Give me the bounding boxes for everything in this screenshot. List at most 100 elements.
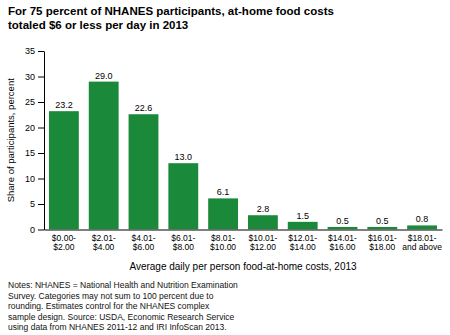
- y-tick-label: 30: [25, 72, 35, 82]
- bar: [168, 163, 198, 229]
- y-tick-label: 20: [25, 123, 35, 133]
- x-tick-label-line: $10.00: [210, 242, 236, 252]
- x-tick: $6.01-$8.00: [171, 230, 195, 253]
- x-tick: $12.01-$14.00: [288, 230, 317, 253]
- x-tick-label-line: $14.00: [290, 242, 316, 252]
- x-tick: $10.01-$12.00: [248, 230, 277, 253]
- data-label: 13.0: [175, 152, 193, 162]
- data-label: 1.5: [296, 211, 309, 221]
- data-label: 6.1: [217, 187, 230, 197]
- y-tick-mark: [38, 77, 44, 78]
- chart: For 75 percent of NHANES participants, a…: [0, 0, 450, 335]
- bar: [367, 227, 397, 230]
- x-tick: $14.01-$16.00: [328, 230, 357, 253]
- x-tick: $0.00-$2.00: [52, 230, 76, 253]
- x-tick-label-line: and above: [402, 242, 442, 252]
- y-tick-label: 35: [25, 46, 35, 56]
- y-tick: 35: [25, 46, 44, 56]
- x-axis-title: Average daily per person food-at-home co…: [129, 261, 357, 272]
- y-tick-label: 5: [30, 199, 35, 209]
- y-tick: 30: [25, 72, 44, 82]
- bar: [208, 198, 238, 229]
- x-tick-label-line: $16.00: [330, 242, 356, 252]
- x-tick-label-line: $4.00: [93, 242, 115, 252]
- x-tick: $8.01-$10.00: [210, 230, 236, 253]
- x-tick: $2.01-$4.00: [92, 230, 116, 253]
- x-tick-label-line: $12.00: [250, 242, 276, 252]
- notes-line: Survey. Categories may not sum to 100 pe…: [8, 291, 214, 301]
- y-tick: 5: [30, 199, 44, 209]
- x-tick-label: $0.00-$2.00: [52, 233, 76, 253]
- title-line: totaled $6 or less per day in 2013: [8, 19, 188, 31]
- x-tick: $18.01-and above: [402, 230, 442, 253]
- x-tick-label-line: $10.01-: [248, 233, 277, 243]
- notes-line: Notes: NHANES = National Health and Nutr…: [8, 280, 238, 290]
- y-tick-mark: [38, 51, 44, 52]
- notes-line: rounding. Estimates control for the NHAN…: [8, 301, 210, 311]
- y-tick-mark: [38, 102, 44, 103]
- x-axis-line: [45, 230, 443, 231]
- x-tick-label: $16.01-$18.00: [368, 233, 397, 253]
- bar: [407, 225, 437, 229]
- title-line: For 75 percent of NHANES participants, a…: [8, 5, 334, 17]
- x-tick-label-line: $18.01-: [408, 233, 437, 243]
- x-tick-label-line: $0.00-: [52, 233, 76, 243]
- y-axis-title: Share of participants, percent: [5, 78, 16, 202]
- bar: [129, 114, 159, 229]
- x-tick: $16.01-$18.00: [368, 230, 397, 253]
- y-tick-mark: [38, 179, 44, 180]
- notes: Notes: NHANES = National Health and Nutr…: [8, 280, 238, 332]
- y-tick-label: 25: [25, 97, 35, 107]
- data-label: 29.0: [95, 71, 113, 81]
- x-tick-label-line: $18.00: [369, 242, 395, 252]
- x-tick-label-line: $6.01-: [171, 233, 195, 243]
- x-tick-label-line: $8.01-: [211, 233, 235, 243]
- bar: [248, 215, 278, 229]
- x-tick: $4.01-$6.00: [131, 230, 155, 253]
- x-tick-label: $6.01-$8.00: [171, 233, 195, 253]
- x-tick-label: $10.01-$12.00: [248, 233, 277, 253]
- bar: [328, 227, 358, 230]
- x-tick-label: $2.01-$4.00: [92, 233, 116, 253]
- bar: [89, 82, 119, 230]
- y-tick-label: 10: [25, 174, 35, 184]
- title-group: For 75 percent of NHANES participants, a…: [8, 5, 334, 31]
- x-tick-label: $8.01-$10.00: [210, 233, 236, 253]
- x-tick-label: $12.01-$14.00: [288, 233, 317, 253]
- x-tick-label: $14.01-$16.00: [328, 233, 357, 253]
- y-tick-label: 15: [25, 148, 35, 158]
- data-label: 0.8: [416, 214, 429, 224]
- title: For 75 percent of NHANES participants, a…: [8, 5, 334, 31]
- data-label: 23.2: [55, 100, 73, 110]
- bar: [49, 111, 79, 229]
- notes-line: using data from NHANES 2011-12 and IRI I…: [8, 322, 227, 332]
- data-label: 0.5: [376, 216, 389, 226]
- x-tick-label: $18.01-and above: [402, 233, 442, 253]
- notes-group: Notes: NHANES = National Health and Nutr…: [8, 280, 238, 332]
- bar: [288, 222, 318, 230]
- x-tick-label-line: $8.00: [173, 242, 195, 252]
- data-labels: 23.2 29.0 22.6 13.0 6.1 2.8 1.5 0.5 0.5 0.8: [55, 71, 428, 226]
- y-tick-mark: [38, 230, 44, 231]
- x-tick-label-line: $2.01-: [92, 233, 116, 243]
- bars: [49, 82, 437, 230]
- data-label: 0.5: [336, 216, 349, 226]
- x-tick-label-line: $4.01-: [131, 233, 155, 243]
- x-tick-label-line: $16.01-: [368, 233, 397, 243]
- x-tick-label-line: $6.00: [133, 242, 155, 252]
- y-tick: 20: [25, 123, 44, 133]
- x-tick-label-line: $2.00: [53, 242, 75, 252]
- y-tick: 10: [25, 174, 44, 184]
- y-tick-label: 0: [30, 225, 35, 235]
- data-label: 2.8: [257, 204, 270, 214]
- y-tick: 0: [30, 225, 44, 235]
- y-axis-line: [44, 52, 45, 231]
- plot: 05101520253035$0.00-$2.00$2.01-$4.00$4.0…: [25, 46, 443, 252]
- y-tick-mark: [38, 153, 44, 154]
- y-axis: 0 5 10 15 20 25 30 35: [25, 46, 45, 235]
- x-tick-label-line: $12.01-: [288, 233, 317, 243]
- y-tick: 15: [25, 148, 44, 158]
- notes-line: sample design. Source: USDA, Economic Re…: [8, 312, 235, 322]
- data-label: 22.6: [135, 103, 153, 113]
- x-axis: $0.00-$2.00$2.01-$4.00$4.01-$6.00$6.01-$…: [45, 230, 443, 253]
